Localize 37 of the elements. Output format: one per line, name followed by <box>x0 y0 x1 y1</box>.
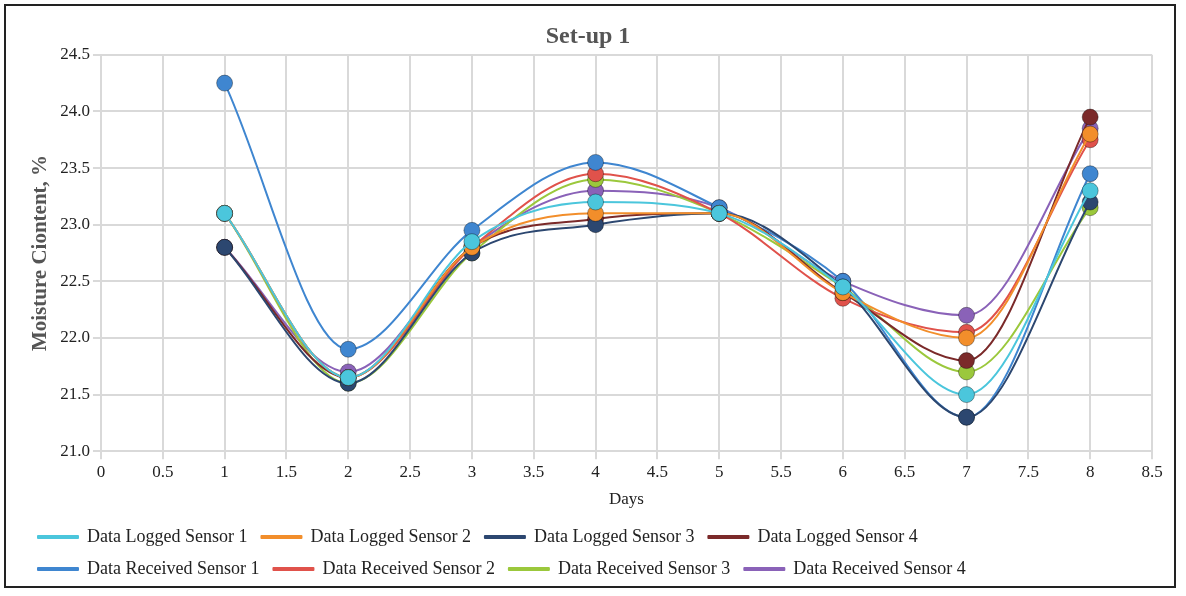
x-tick-label: 0 <box>96 461 106 481</box>
x-tick-label: 4 <box>591 461 601 481</box>
y-tick-label: 24.5 <box>60 44 90 64</box>
x-tick-label: 6 <box>838 461 848 481</box>
x-tick-label: 8 <box>1085 461 1095 481</box>
x-tick-label: 1 <box>220 461 229 481</box>
x-axis-title: Days <box>609 489 644 509</box>
x-tick-label: 2.5 <box>399 461 421 481</box>
x-tick-label: 2 <box>344 461 353 481</box>
x-tick-label: 7 <box>962 461 972 481</box>
x-tick-label: 1.5 <box>275 461 298 481</box>
legend-label: Data Logged Sensor 3 <box>533 525 695 546</box>
legend-label: Data Received Sensor 3 <box>557 557 731 578</box>
y-tick-label: 23.5 <box>60 157 90 177</box>
legend-label: Data Received Sensor 1 <box>87 557 260 578</box>
legend-label: Data Logged Sensor 2 <box>310 525 471 546</box>
legend-label: Data Received Sensor 4 <box>793 557 966 578</box>
y-tick-label: 24.0 <box>60 100 90 120</box>
x-tick-label: 4.5 <box>646 461 669 481</box>
x-tick-label: 3.5 <box>523 461 545 481</box>
chart-title: Set-up 1 <box>545 21 631 48</box>
legend-label: Data Received Sensor 2 <box>322 557 495 578</box>
x-tick-label: 8.5 <box>1141 461 1163 481</box>
legend-label: Data Logged Sensor 1 <box>87 525 248 546</box>
x-tick-label: 6.5 <box>894 461 916 481</box>
x-tick-label: 3 <box>467 461 477 481</box>
y-axis-title: Moisture Ciontent, % <box>27 154 52 352</box>
y-tick-label: 22.5 <box>60 270 90 290</box>
y-tick-label: 22.0 <box>60 327 90 347</box>
y-tick-label: 21.5 <box>60 384 90 404</box>
x-tick-label: 0.5 <box>152 461 174 481</box>
x-tick-label: 7.5 <box>1017 461 1039 481</box>
x-tick-label: 5 <box>714 461 724 481</box>
y-tick-label: 23.0 <box>60 214 90 234</box>
x-tick-label: 5.5 <box>770 461 792 481</box>
legend-label: Data Logged Sensor 4 <box>757 525 918 546</box>
y-tick-label: 21.0 <box>60 440 90 460</box>
